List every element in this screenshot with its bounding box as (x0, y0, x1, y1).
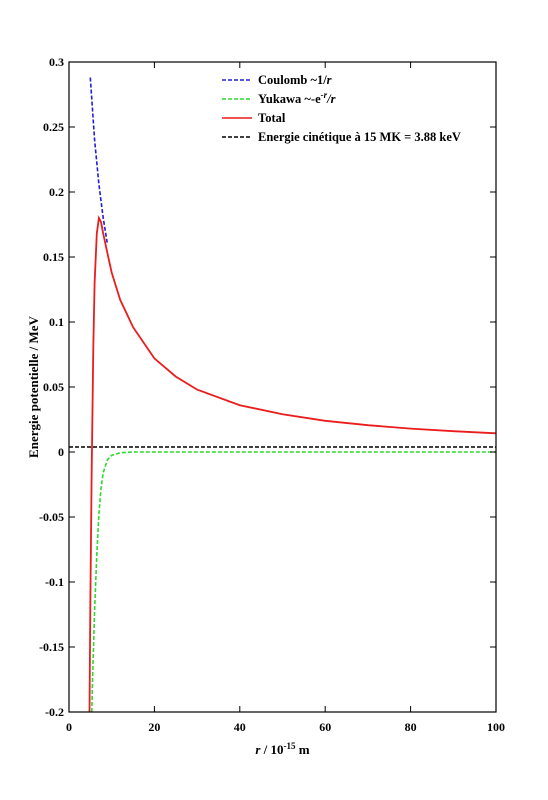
y-tick-label: 0.2 (49, 185, 64, 199)
x-tick-label: 100 (487, 720, 505, 734)
y-tick-label: 0.15 (43, 250, 64, 264)
y-tick-label: -0.1 (45, 575, 64, 589)
x-tick-label: 60 (319, 720, 331, 734)
y-tick-label: 0.05 (43, 380, 64, 394)
y-tick-label: -0.05 (39, 510, 64, 524)
x-tick-label: 0 (66, 720, 72, 734)
legend-label-0: Coulomb ~1/r (258, 73, 332, 87)
legend-label-3: Energie cinétique à 15 MK = 3.88 keV (258, 130, 461, 144)
y-tick-label: -0.2 (45, 705, 64, 719)
y-tick-label: 0.1 (49, 315, 64, 329)
x-axis: 0 20 40 60 80 100 (66, 62, 505, 734)
x-axis-label-text: / 10 (260, 742, 283, 757)
x-axis-label-exp: -15 (284, 741, 296, 751)
x-axis-label-unit: m (296, 742, 310, 757)
series-line-2 (88, 215, 496, 712)
plot-frame (68, 61, 497, 713)
series-layer (69, 77, 496, 712)
x-tick-label: 80 (405, 720, 417, 734)
y-tick-label: 0 (58, 445, 64, 459)
legend-label-1: Yukawa ~-e-r/r (258, 90, 336, 106)
x-axis-label-var: r (255, 742, 261, 757)
y-tick-label: 0.3 (49, 55, 64, 69)
y-tick-label: 0.25 (43, 120, 64, 134)
series-line-1 (91, 451, 496, 712)
legend: Coulomb ~1/r Yukawa ~-e-r/r Total Energie c… (222, 73, 461, 144)
x-tick-label: 40 (234, 720, 246, 734)
x-tick-label: 20 (148, 720, 160, 734)
y-axis: -0.2 -0.15 -0.1 -0.05 0 0.05 0.1 0.15 0.2 0.25 0.3 (39, 55, 496, 719)
y-tick-label: -0.15 (39, 640, 64, 654)
legend-label-2: Total (258, 111, 286, 125)
x-axis-label: r / 10-15 m (255, 741, 309, 757)
y-axis-label: Energie potentielle / MeV (26, 315, 41, 457)
